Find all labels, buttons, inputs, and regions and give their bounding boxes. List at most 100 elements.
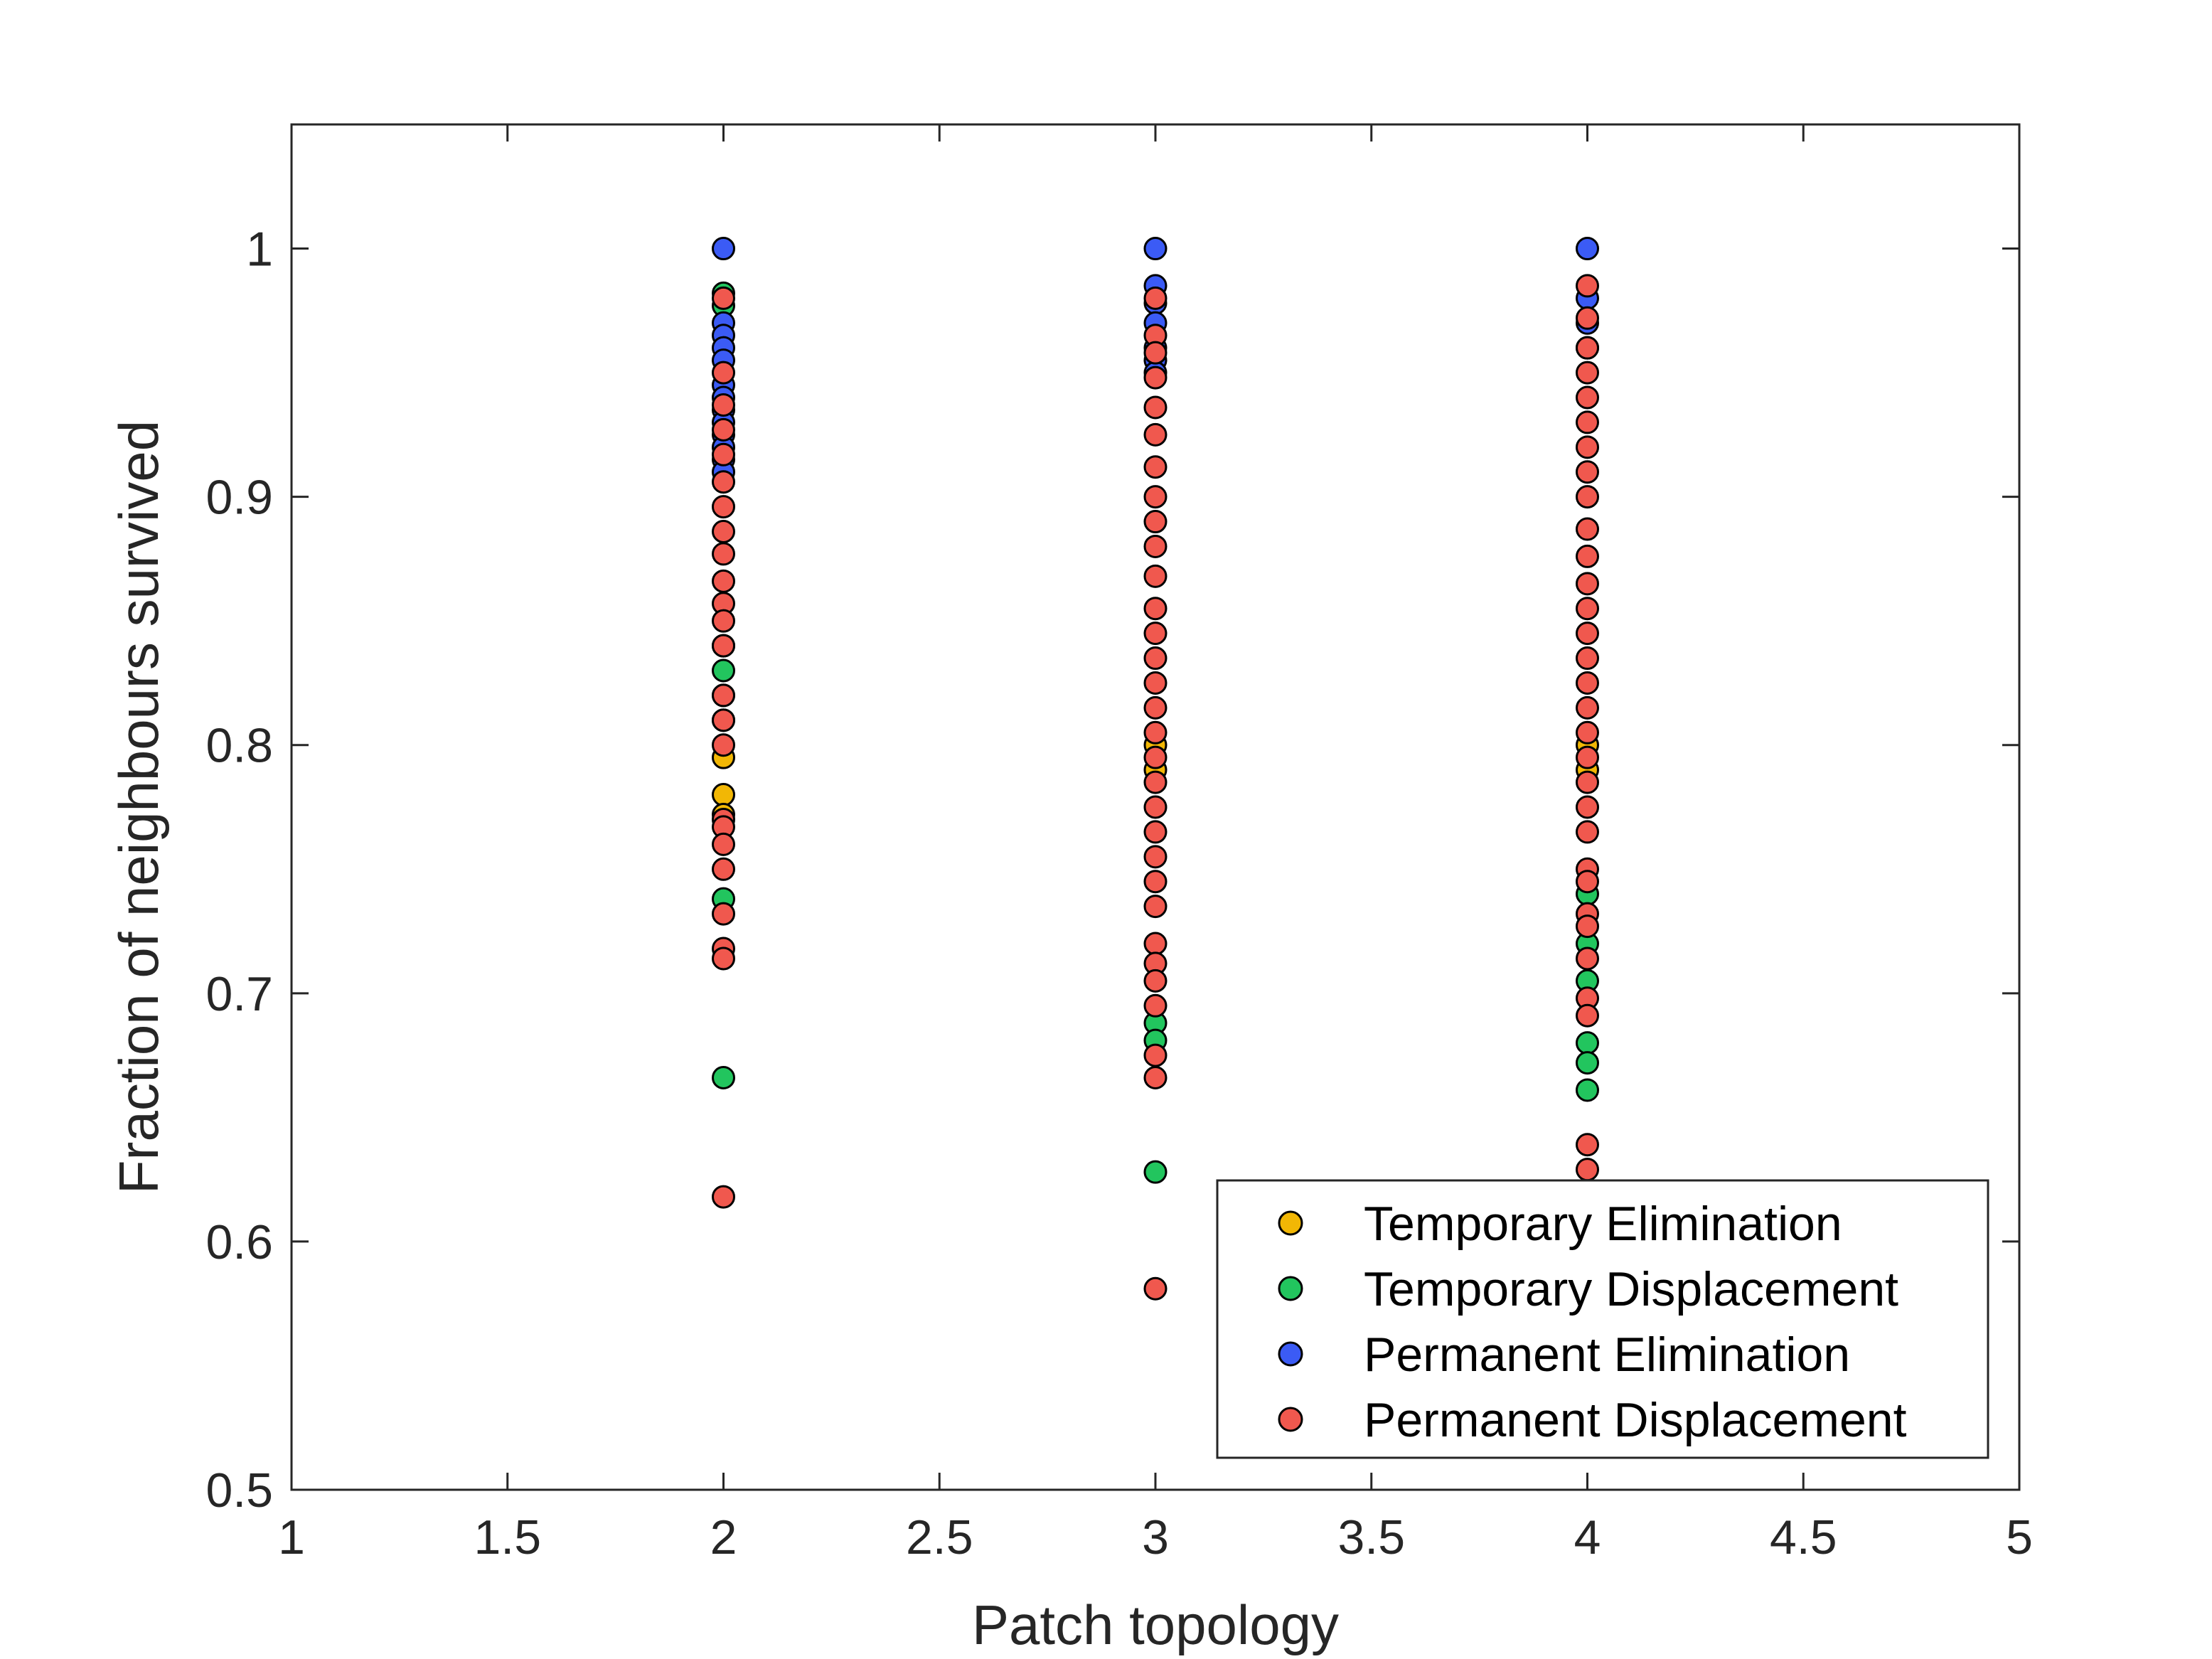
x-tick-label: 4 [1574, 1510, 1601, 1564]
data-point [712, 520, 735, 544]
data-point [1576, 306, 1599, 330]
data-point [1576, 361, 1599, 385]
x-tick-label: 1.5 [474, 1510, 541, 1564]
axis-tick-labels: 1 1.5 2 2.5 3 3.5 4 4.5 5 0.5 0.6 0.7 0.8 0.9 1 [205, 223, 2032, 1564]
legend-label: Temporary Displacement [1364, 1262, 1898, 1316]
data-point [1576, 572, 1599, 596]
data-point [1143, 622, 1168, 646]
data-point [1576, 1051, 1599, 1075]
data-point [1143, 422, 1168, 447]
data-point [1143, 1066, 1168, 1090]
data-point [1143, 534, 1168, 558]
data-point [1143, 597, 1168, 621]
x-tick-label: 2.5 [906, 1510, 973, 1564]
data-point [1143, 932, 1168, 956]
data-point [712, 609, 735, 633]
data-point [1143, 895, 1168, 919]
data-point [1576, 460, 1599, 484]
data-point [1576, 1031, 1599, 1055]
data-point [1143, 286, 1168, 310]
legend-box [1216, 1179, 1989, 1459]
data-point [1576, 671, 1599, 695]
data-point [1576, 1158, 1599, 1182]
y-tick-label: 0.6 [205, 1215, 273, 1269]
data-point [712, 393, 735, 417]
data-point [1576, 946, 1599, 971]
data-point [1143, 720, 1168, 745]
data-point [712, 946, 735, 971]
y-tick-label: 0.7 [205, 967, 273, 1021]
data-point [712, 1185, 735, 1209]
data-point [1576, 646, 1599, 671]
y-tick-label: 0.9 [205, 471, 273, 525]
data-point [712, 1066, 735, 1090]
y-tick-label: 1 [246, 223, 273, 277]
data-point [712, 470, 735, 494]
data-point [1576, 1003, 1599, 1028]
data-point [1143, 366, 1168, 390]
data-point [712, 417, 735, 442]
data-point [1143, 770, 1168, 794]
data-point [1143, 870, 1168, 894]
data-point [712, 442, 735, 466]
series-permanent-displacement [712, 274, 1599, 1301]
data-point [1576, 1133, 1599, 1157]
data-point [1143, 646, 1168, 671]
data-point [1576, 870, 1599, 894]
x-tick-label: 2 [710, 1510, 737, 1564]
data-point [1576, 820, 1599, 844]
data-point [1143, 969, 1168, 993]
data-point [1576, 410, 1599, 434]
data-point [712, 542, 735, 566]
y-tick-label: 0.8 [205, 719, 273, 773]
legend-marker [1278, 1210, 1303, 1236]
legend-label: Permanent Elimination [1364, 1328, 1850, 1382]
data-point [1576, 622, 1599, 646]
y-tick-label: 0.5 [205, 1463, 273, 1517]
data-points [712, 237, 1599, 1301]
legend-marker [1278, 1276, 1303, 1301]
data-point [1576, 435, 1599, 459]
data-point [1143, 671, 1168, 695]
data-point [1576, 274, 1599, 298]
legend: Temporary Elimination Temporary Displacem… [1216, 1179, 1989, 1459]
data-point [712, 237, 735, 261]
data-point [1143, 1043, 1168, 1067]
legend-label: Permanent Displacement [1364, 1393, 1907, 1447]
data-point [1576, 336, 1599, 360]
data-point [712, 902, 735, 926]
data-point [1576, 385, 1599, 410]
x-tick-label: 3 [1142, 1510, 1169, 1564]
data-point [1143, 845, 1168, 869]
data-point [1143, 237, 1168, 261]
x-tick-label: 5 [2006, 1510, 2033, 1564]
data-point [1576, 770, 1599, 794]
data-point [712, 495, 735, 519]
data-point [1576, 544, 1599, 568]
data-point [712, 286, 735, 310]
data-point [712, 361, 735, 385]
legend-marker [1278, 1341, 1303, 1367]
y-axis-title: Fraction of neighbours survived [107, 420, 170, 1194]
data-point [1576, 485, 1599, 509]
legend-label: Temporary Elimination [1364, 1197, 1842, 1251]
x-tick-label: 3.5 [1337, 1510, 1405, 1564]
data-point [712, 733, 735, 757]
data-point [1576, 795, 1599, 819]
data-point [712, 569, 735, 593]
data-point [1143, 993, 1168, 1018]
data-point [1576, 517, 1599, 541]
data-point [1143, 820, 1168, 844]
data-point [1143, 395, 1168, 420]
data-point [712, 683, 735, 708]
legend-marker [1278, 1407, 1303, 1432]
x-tick-label: 4.5 [1770, 1510, 1837, 1564]
data-point [712, 857, 735, 881]
data-point [1143, 455, 1168, 479]
data-point [1143, 510, 1168, 534]
data-point [712, 832, 735, 856]
data-point [1576, 745, 1599, 769]
data-point [1143, 1160, 1168, 1184]
x-axis-title: Patch topology [972, 1594, 1339, 1656]
